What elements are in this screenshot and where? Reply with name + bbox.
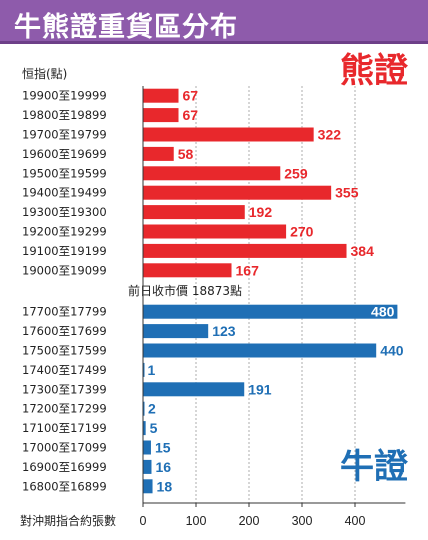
bull-value-label: 5 <box>150 420 158 436</box>
bear-value-label: 67 <box>183 88 199 104</box>
bear-bar <box>143 127 314 142</box>
bull-bar <box>143 362 145 377</box>
bull-bar <box>143 324 209 339</box>
bull-bar <box>143 304 398 319</box>
bull-bar <box>143 440 151 455</box>
bull-series: 17700至17799 480 17600至17699 123 17500至17599 4… <box>22 304 404 495</box>
x-tick-label: 0 <box>140 514 147 528</box>
bear-category-label: 19400至19499 <box>22 186 107 200</box>
bear-bar <box>143 224 287 239</box>
bull-category-label: 17100至17199 <box>22 421 107 435</box>
bull-category-label: 17700至17799 <box>22 305 107 319</box>
bull-series-name: 牛證 <box>340 447 409 487</box>
closing-price-note: 前日收市價 18873點 <box>128 283 242 298</box>
bull-value-label: 15 <box>155 440 171 456</box>
bull-category-label: 17400至17499 <box>22 363 107 377</box>
x-tick-label: 200 <box>239 514 260 528</box>
bear-category-label: 19700至19799 <box>22 128 107 142</box>
bull-bar <box>143 459 152 474</box>
bull-value-label: 16 <box>155 459 171 475</box>
bull-bar <box>143 479 153 494</box>
bull-category-label: 17000至17099 <box>22 441 107 455</box>
bull-value-label: 1 <box>148 362 156 378</box>
bull-bar <box>143 382 245 397</box>
chart-title: 牛熊證重貨區分布 <box>14 12 238 43</box>
bear-bar <box>143 243 347 258</box>
bull-value-label: 123 <box>212 323 236 339</box>
bull-category-label: 17300至17399 <box>22 382 107 396</box>
bear-value-label: 58 <box>178 146 194 162</box>
bear-bar <box>143 166 281 181</box>
bear-category-label: 19300至19300 <box>22 205 107 219</box>
bull-category-label: 17200至17299 <box>22 402 107 416</box>
x-tick-label: 400 <box>345 514 366 528</box>
bear-value-label: 322 <box>318 127 342 143</box>
bear-category-label: 19100至19199 <box>22 244 107 258</box>
bear-value-label: 67 <box>183 107 199 123</box>
bull-category-label: 16900至16999 <box>22 460 107 474</box>
bear-bar <box>143 185 332 200</box>
bull-bar <box>143 343 377 358</box>
bear-value-label: 270 <box>290 224 314 240</box>
bull-category-label: 16800至16899 <box>22 479 107 493</box>
bear-value-label: 192 <box>249 204 273 220</box>
bear-category-label: 19600至19699 <box>22 147 107 161</box>
y-axis-label: 恒指(點) <box>22 66 67 81</box>
bear-value-label: 259 <box>284 165 308 181</box>
bull-bar <box>143 401 145 416</box>
bear-value-label: 167 <box>236 262 260 278</box>
bull-value-label: 18 <box>157 478 173 494</box>
bear-category-label: 19900至19999 <box>22 89 107 103</box>
bull-value-label: 440 <box>380 343 404 359</box>
x-tick-label: 100 <box>186 514 207 528</box>
bear-value-label: 355 <box>335 185 359 201</box>
bull-category-label: 17500至17599 <box>22 344 107 358</box>
bear-bar <box>143 263 232 278</box>
bear-value-label: 384 <box>351 243 375 259</box>
bear-category-label: 19800至19899 <box>22 108 107 122</box>
bull-bar <box>143 421 146 436</box>
bear-category-label: 19200至19299 <box>22 225 107 239</box>
bear-bar <box>143 108 179 123</box>
bear-bar <box>143 205 245 220</box>
bear-bar <box>143 146 174 161</box>
bear-category-label: 19000至19099 <box>22 263 107 277</box>
bull-category-label: 17600至17699 <box>22 324 107 338</box>
title-bar: 牛熊證重貨區分布 <box>0 0 428 44</box>
bear-category-label: 19500至19599 <box>22 166 107 180</box>
bear-bar <box>143 88 179 103</box>
bear-series-name: 熊證 <box>340 51 409 91</box>
bull-value-label: 191 <box>248 381 272 397</box>
grid-lines <box>195 86 356 503</box>
bull-value-label: 480 <box>371 304 395 320</box>
x-tick-label: 300 <box>292 514 313 528</box>
x-axis-label: 對沖期指合約張數 <box>20 513 116 528</box>
bear-series: 19900至19999 67 19800至19899 67 19700至19799 322… <box>22 88 374 279</box>
bull-value-label: 2 <box>148 401 156 417</box>
